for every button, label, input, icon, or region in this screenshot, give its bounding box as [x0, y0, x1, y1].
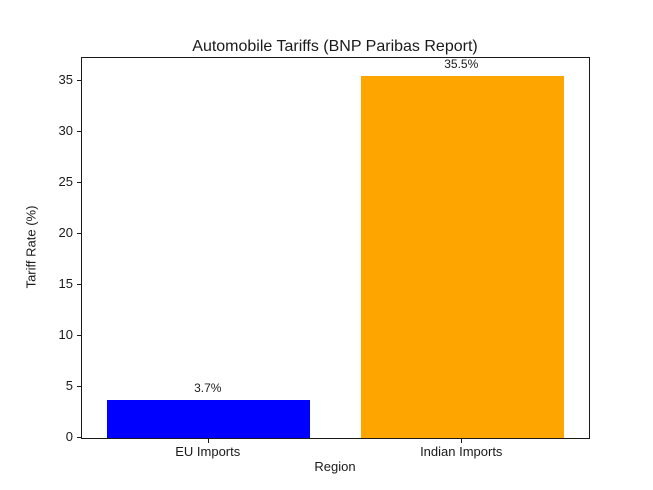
- y-tick-mark: [77, 181, 81, 183]
- bar-eu-imports: [107, 400, 311, 438]
- y-tick-label: 25: [58, 174, 73, 190]
- x-tick-label: EU Imports: [175, 444, 241, 459]
- bar-value-label: 3.7%: [194, 381, 222, 396]
- x-tick-mark: [461, 439, 463, 443]
- bar-indian-imports: [360, 76, 564, 438]
- y-tick-mark: [77, 130, 81, 132]
- y-tick-mark: [77, 283, 81, 285]
- y-tick-mark: [77, 385, 81, 387]
- y-tick-label: 5: [65, 378, 73, 394]
- y-tick-mark: [77, 436, 81, 438]
- y-tick-mark: [77, 79, 81, 81]
- chart-title: Automobile Tariffs (BNP Paribas Report): [192, 38, 478, 55]
- y-tick-mark: [77, 232, 81, 234]
- y-tick-label: 10: [58, 327, 73, 343]
- bar-value-label: 35.5%: [444, 57, 479, 72]
- x-tick-mark: [207, 439, 209, 443]
- y-tick-mark: [77, 334, 81, 336]
- y-tick-label: 0: [65, 429, 73, 444]
- x-axis-label: Region: [314, 459, 356, 474]
- y-tick-label: 15: [58, 276, 73, 292]
- y-tick-label: 35: [58, 72, 73, 88]
- x-tick-label: Indian Imports: [420, 444, 503, 459]
- y-tick-label: 20: [58, 225, 73, 241]
- y-tick-label: 30: [58, 123, 73, 139]
- plot-area: [81, 57, 590, 439]
